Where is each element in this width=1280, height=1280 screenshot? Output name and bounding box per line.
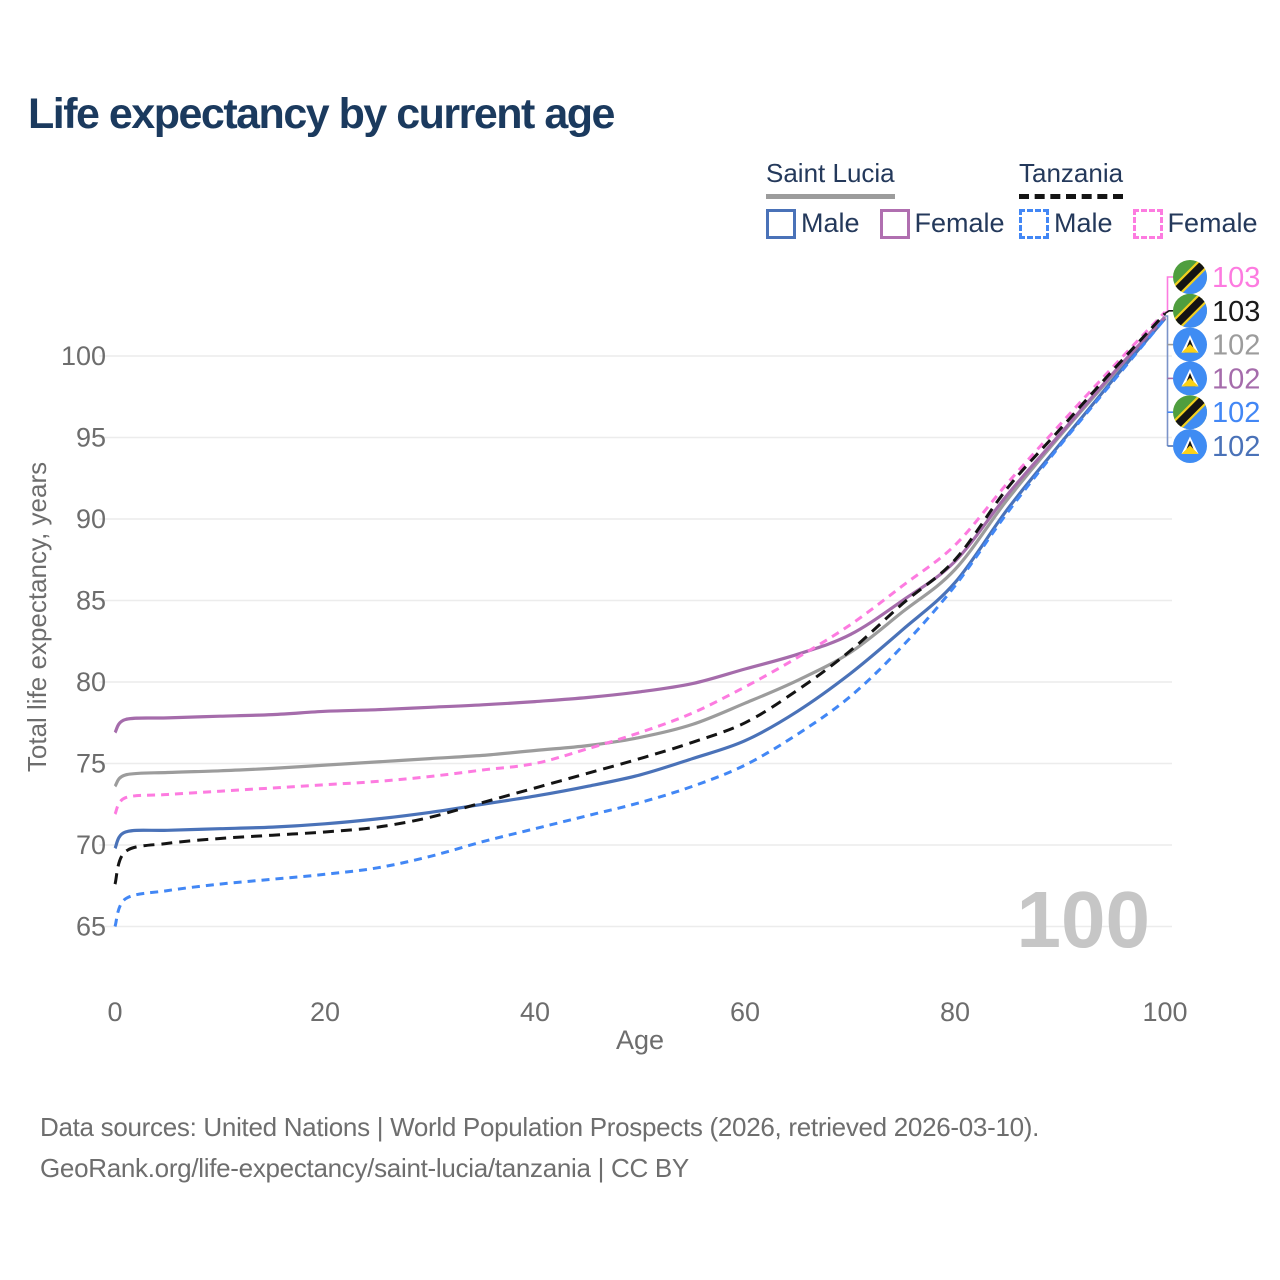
legend-group-saint-lucia: Saint Lucia Male Female: [766, 158, 1025, 239]
end-label-value: 102: [1212, 431, 1260, 463]
legend-row: Male Female: [766, 208, 1025, 239]
y-tick-label: 85: [76, 586, 106, 616]
y-tick-label: 90: [76, 504, 106, 534]
x-tick-label: 0: [107, 997, 122, 1027]
legend-item-saint-lucia-male[interactable]: Male: [766, 208, 860, 239]
line-saint-lucia-total[interactable]: [113, 315, 1167, 788]
legend-item-label: Male: [1054, 208, 1113, 238]
legend-swatch-tanzania-female[interactable]: [1132, 208, 1163, 239]
legend-item-tanzania-female[interactable]: Female: [1132, 208, 1258, 239]
x-tick-label: 40: [520, 997, 550, 1027]
end-label-saint-lucia-total: 102: [1173, 327, 1260, 362]
line-saint-lucia-male[interactable]: [113, 317, 1167, 850]
leader-lines: [1164, 276, 1173, 447]
end-label-saint-lucia-female: 102: [1173, 361, 1260, 396]
legend-item-label: Female: [1167, 208, 1258, 238]
y-axis-title: Total life expectancy, years: [22, 462, 52, 772]
flag-icon-saint-lucia: [1173, 429, 1207, 463]
flag-icon-tanzania: [1173, 395, 1207, 430]
y-tick-label: 100: [61, 341, 106, 371]
flag-icon-saint-lucia: [1173, 361, 1207, 396]
leader-line: [1165, 276, 1173, 313]
legend-item-label: Female: [914, 208, 1005, 238]
page-title: Life expectancy by current age: [28, 90, 615, 138]
y-tick-label: 70: [76, 830, 106, 860]
end-label-value: 103: [1212, 296, 1260, 328]
legend-country-saint-lucia: Saint Lucia: [766, 158, 895, 199]
leader-line: [1165, 315, 1169, 446]
flag-icon-tanzania: [1173, 260, 1207, 294]
line-saint-lucia-female[interactable]: [113, 315, 1167, 734]
leader-line: [1164, 310, 1173, 315]
end-label-saint-lucia-male: 102: [1173, 429, 1260, 463]
end-label-value: 102: [1212, 397, 1260, 429]
end-label-value: 103: [1212, 262, 1260, 294]
age-watermark: 100: [1017, 875, 1150, 964]
footer-data-sources: Data sources: United Nations | World Pop…: [40, 1112, 1040, 1142]
footer-attribution: GeoRank.org/life-expectancy/saint-lucia/…: [40, 1153, 689, 1183]
legend-item-label: Male: [801, 208, 860, 238]
y-tick-label: 95: [76, 423, 106, 453]
line-tanzania-total[interactable]: [113, 312, 1167, 885]
chart-footer: Data sources: United Nations | World Pop…: [40, 1107, 1039, 1189]
legend-country-tanzania: Tanzania: [1019, 158, 1124, 199]
legend-swatch-saint-lucia-female[interactable]: [879, 208, 910, 239]
x-tick-label: 100: [1142, 997, 1187, 1027]
end-label-value: 102: [1212, 363, 1260, 395]
chart-legend: Saint Lucia Male Female Tanzania Male: [0, 158, 1280, 248]
y-tick-label: 65: [76, 912, 106, 942]
legend-item-tanzania-male[interactable]: Male: [1019, 208, 1113, 239]
x-axis-title: Age: [616, 1025, 664, 1055]
legend-swatch-tanzania-male[interactable]: [1019, 208, 1049, 239]
flag-icon-tanzania: [1173, 293, 1207, 328]
end-label-value: 102: [1212, 330, 1260, 362]
end-label-tanzania-male: 102: [1173, 395, 1260, 430]
y-tick-label: 80: [76, 667, 106, 697]
end-label-tanzania-female: 103: [1173, 260, 1260, 294]
x-tick-label: 60: [730, 997, 760, 1027]
legend-item-saint-lucia-female[interactable]: Female: [879, 208, 1005, 239]
end-label-tanzania-total: 103: [1173, 293, 1260, 328]
flag-icon-saint-lucia: [1173, 327, 1207, 362]
legend-swatch-saint-lucia-male[interactable]: [766, 208, 796, 239]
legend-group-tanzania: Tanzania Male Female: [1019, 158, 1278, 239]
line-tanzania-female[interactable]: [113, 310, 1167, 815]
x-tick-label: 20: [310, 997, 340, 1027]
legend-row: Male Female: [1019, 208, 1278, 239]
y-tick-label: 75: [76, 749, 106, 779]
x-tick-label: 80: [940, 997, 970, 1027]
